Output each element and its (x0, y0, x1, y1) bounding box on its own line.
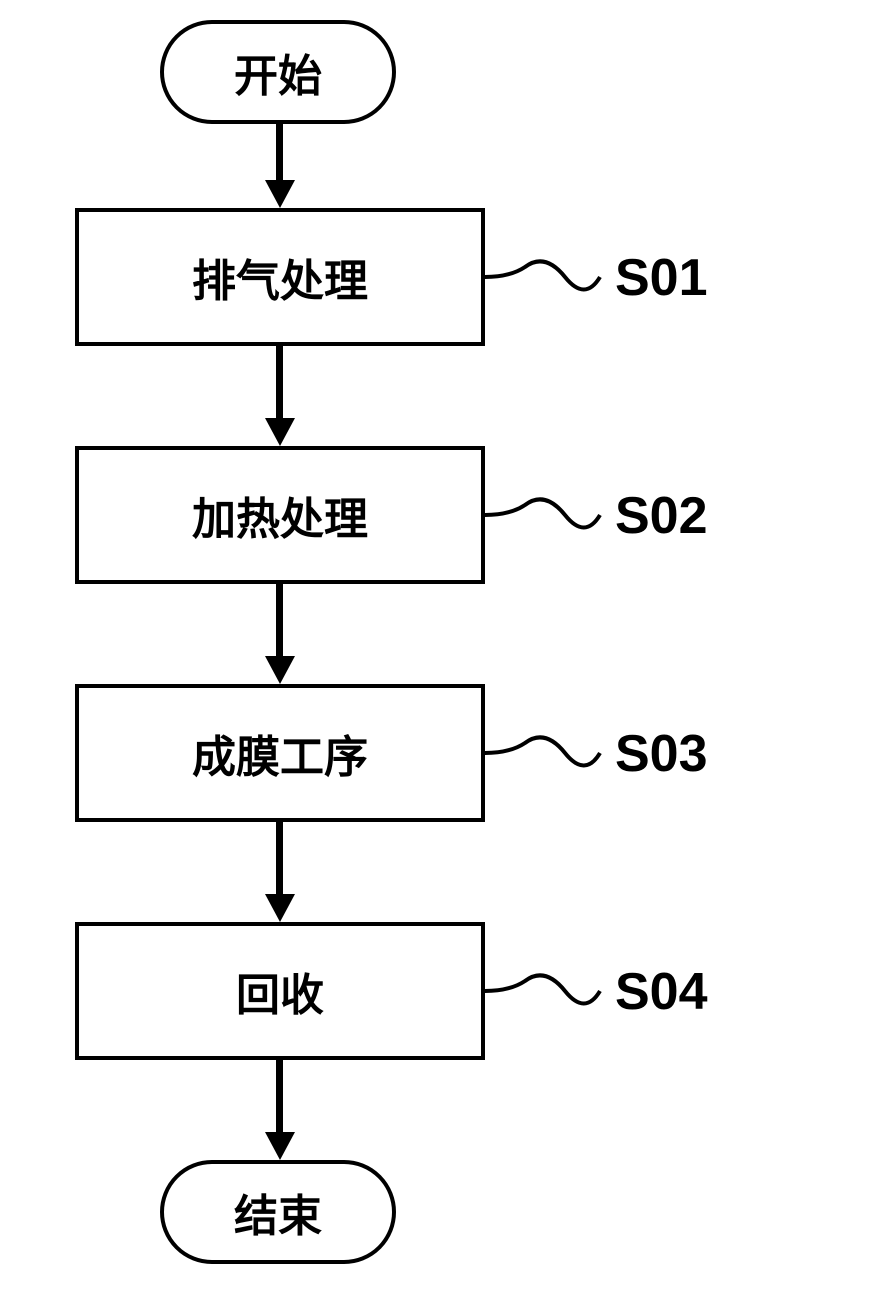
arrow-line (276, 584, 283, 658)
flowchart-container: 开始 排气处理 S01 加热处理 S02 成膜工序 S03 回收 S04 (0, 0, 895, 1290)
arrow-head (265, 656, 295, 684)
process-s02-text: 加热处理 (192, 483, 368, 547)
arrow-head (265, 894, 295, 922)
terminal-end-text: 结束 (234, 1180, 322, 1244)
label-connector-s02 (485, 490, 610, 540)
step-label-s04: S04 (615, 962, 708, 1022)
arrow-line (276, 1060, 283, 1134)
label-connector-s03 (485, 728, 610, 778)
arrow-line (276, 124, 283, 182)
terminal-end: 结束 (160, 1160, 396, 1264)
label-connector-s01 (485, 252, 610, 302)
process-s04-text: 回收 (236, 959, 324, 1023)
process-s02: 加热处理 (75, 446, 485, 584)
step-label-s02: S02 (615, 486, 708, 546)
label-connector-s04 (485, 966, 610, 1016)
arrow-line (276, 346, 283, 420)
process-s01-text: 排气处理 (192, 245, 368, 309)
terminal-start: 开始 (160, 20, 396, 124)
arrow-head (265, 1132, 295, 1160)
process-s04: 回收 (75, 922, 485, 1060)
arrow-head (265, 418, 295, 446)
arrow-line (276, 822, 283, 896)
process-s03-text: 成膜工序 (192, 721, 368, 785)
arrow-head (265, 180, 295, 208)
step-label-s01: S01 (615, 248, 708, 308)
process-s01: 排气处理 (75, 208, 485, 346)
step-label-s03: S03 (615, 724, 708, 784)
terminal-start-text: 开始 (234, 40, 322, 104)
process-s03: 成膜工序 (75, 684, 485, 822)
